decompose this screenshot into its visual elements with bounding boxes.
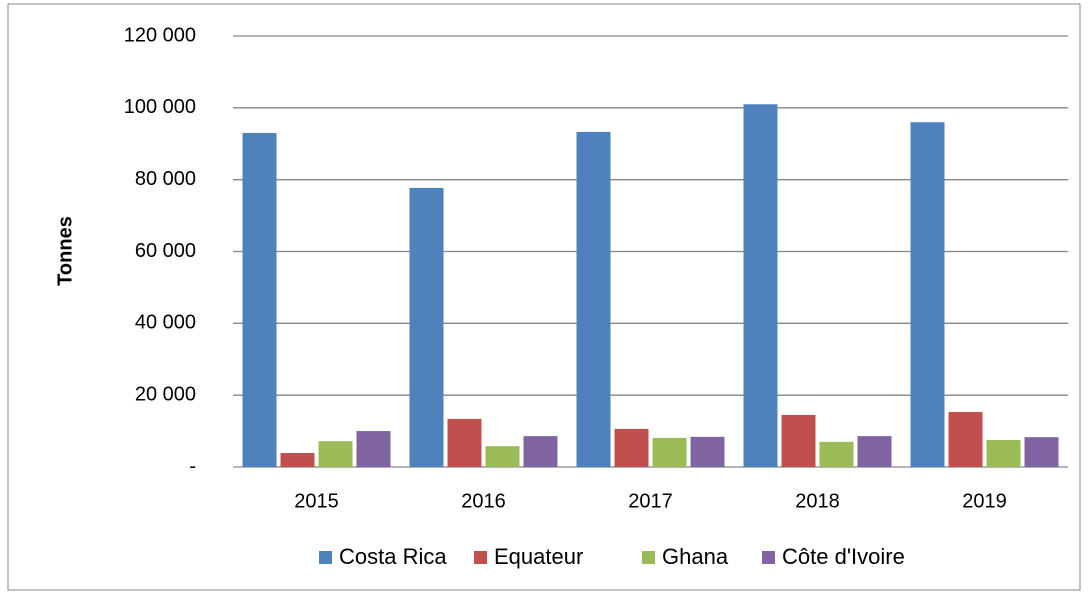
bar [652, 437, 687, 467]
bar [280, 452, 315, 467]
y-tick-label: 40 000 [135, 312, 196, 334]
y-tick-label: 60 000 [135, 240, 196, 262]
x-tick-label: 2018 [795, 490, 840, 512]
bar [409, 187, 444, 468]
bar [447, 418, 482, 467]
legend-label: Côte d'Ivoire [782, 544, 905, 569]
y-tick-label: 80 000 [135, 168, 196, 190]
chart-frame [7, 3, 1081, 591]
bar [948, 412, 983, 467]
y-tick-label: - [189, 455, 196, 477]
bar [356, 431, 391, 467]
bar [318, 441, 353, 467]
legend-label: Costa Rica [339, 544, 447, 569]
y-tick-label: 120 000 [124, 24, 196, 46]
bar [614, 428, 649, 467]
legend-label: Ghana [662, 544, 729, 569]
legend-swatch [762, 551, 775, 564]
legend-label: Equateur [494, 544, 583, 569]
legend-swatch [642, 551, 655, 564]
y-tick-label: 100 000 [124, 96, 196, 118]
x-tick-label: 2017 [628, 490, 673, 512]
bar [986, 440, 1021, 467]
bar [819, 441, 854, 467]
bar [485, 446, 520, 467]
bar [910, 122, 945, 467]
bar [857, 436, 892, 467]
bar [523, 436, 558, 467]
x-tick-label: 2015 [294, 490, 339, 512]
bar [242, 132, 277, 467]
bar [743, 104, 778, 467]
bar [690, 436, 725, 467]
bar [1024, 437, 1059, 467]
y-tick-label: 20 000 [135, 383, 196, 405]
x-tick-label: 2019 [962, 490, 1007, 512]
bar [576, 131, 611, 467]
y-axis-label: Tonnes [54, 216, 76, 286]
legend-swatch [319, 551, 332, 564]
x-tick-label: 2016 [461, 490, 506, 512]
legend-swatch [474, 551, 487, 564]
bar [781, 414, 816, 467]
